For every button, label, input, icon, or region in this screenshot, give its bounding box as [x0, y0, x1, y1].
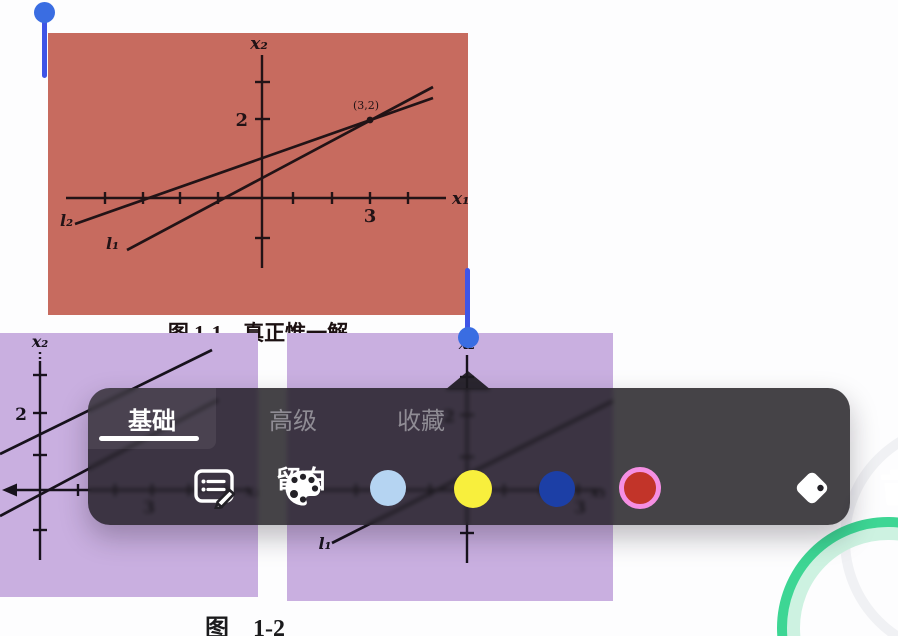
- highlight-region-fig-1-1[interactable]: x₂ x₁ 2 3 (3,2) l₂ l₁ 图 1-1 真正惟一解: [48, 33, 468, 345]
- tab-favorites[interactable]: 收藏: [366, 388, 476, 449]
- color-swatch-light-blue[interactable]: [370, 470, 406, 506]
- selection-end-stem: [465, 268, 470, 332]
- fig1-x-axis-label: x₁: [451, 189, 468, 209]
- active-tab-underline: [99, 436, 199, 441]
- axis-arrowhead: [2, 483, 17, 497]
- figb-line-label: l₁: [318, 534, 331, 553]
- fig1-y-axis-label: x₂: [249, 34, 268, 54]
- intersection-point: [366, 116, 374, 124]
- figa-y-tick-label: 2: [15, 405, 27, 425]
- color-swatch-dark-blue[interactable]: [539, 471, 575, 507]
- tag-button[interactable]: [791, 467, 833, 509]
- tab-favorites-label: 收藏: [397, 408, 445, 435]
- figure-1-1-graph: x₂ x₁ 2 3 (3,2) l₂ l₁: [60, 34, 468, 268]
- color-palette-button[interactable]: [282, 467, 324, 509]
- tab-advanced-label: 高级: [269, 408, 317, 435]
- trash-icon: [881, 469, 898, 506]
- fig1-x-tick-label: 3: [364, 206, 377, 227]
- color-swatch-red-selected[interactable]: [619, 467, 661, 509]
- annotation-toolbar: 基础 高级 收藏 留白: [88, 388, 898, 525]
- figa-y-axis-label: x₂: [31, 333, 49, 351]
- tag-icon: [796, 472, 828, 504]
- figure-group-caption: 图 1-2: [205, 616, 285, 636]
- selection-end-dot[interactable]: [458, 327, 479, 348]
- note-edit-icon: [194, 469, 236, 509]
- tab-basic[interactable]: 基础: [88, 388, 216, 449]
- fig1-point-label: (3,2): [353, 99, 379, 112]
- palette-icon: [285, 470, 321, 506]
- fig1-y-tick-label: 2: [235, 110, 248, 131]
- fig1-line2-label: l₂: [60, 211, 73, 230]
- color-swatch-yellow[interactable]: [454, 470, 492, 508]
- selection-start-stem: [42, 18, 47, 78]
- trash-button[interactable]: [875, 467, 898, 509]
- tab-basic-label: 基础: [128, 408, 176, 435]
- note-edit-button[interactable]: [193, 467, 237, 509]
- tab-advanced[interactable]: 高级: [238, 388, 348, 449]
- selection-start-dot[interactable]: [34, 2, 55, 23]
- fig1-line1-label: l₁: [106, 234, 119, 253]
